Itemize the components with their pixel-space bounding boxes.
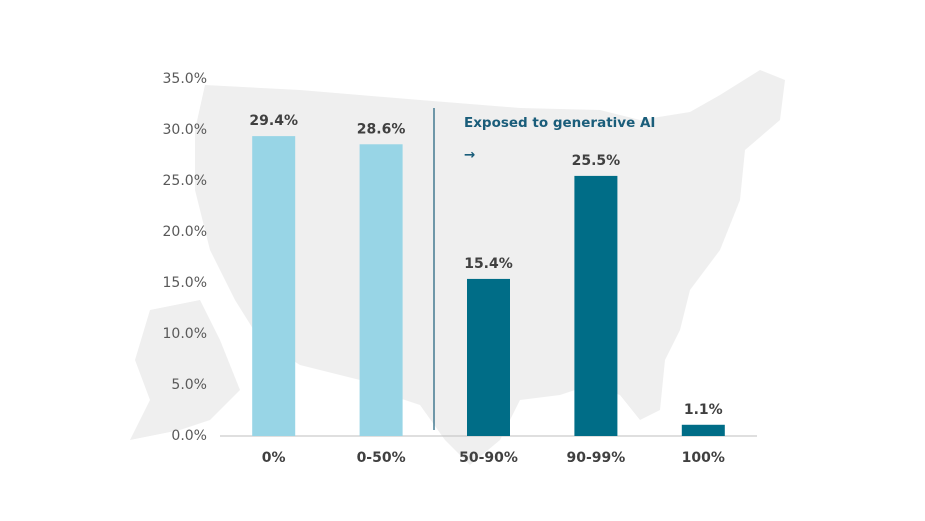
y-tick-label: 0.0%	[171, 428, 207, 444]
value-label: 1.1%	[684, 402, 723, 418]
y-tick-label: 10.0%	[163, 326, 207, 342]
x-tick-label: 0%	[262, 450, 286, 466]
y-tick-label: 35.0%	[163, 71, 207, 87]
y-tick-label: 25.0%	[163, 173, 207, 189]
annotation: Exposed to generative AI	[464, 115, 655, 131]
x-tick-label: 0-50%	[357, 450, 406, 466]
bar	[681, 424, 725, 436]
annotation-arrow: →	[464, 147, 475, 163]
y-tick-label: 15.0%	[163, 275, 207, 291]
y-tick-label: 5.0%	[171, 377, 207, 393]
x-tick-label: 90-99%	[566, 450, 625, 466]
y-tick-label: 20.0%	[163, 224, 207, 240]
bar	[359, 144, 403, 436]
bar	[252, 136, 296, 436]
value-label: 29.4%	[249, 113, 298, 129]
value-label: 28.6%	[357, 121, 406, 137]
x-tick-label: 100%	[682, 450, 725, 466]
bar	[467, 278, 510, 436]
y-tick-label: 30.0%	[163, 122, 207, 138]
value-label: 15.4%	[464, 256, 513, 272]
value-label: 25.5%	[572, 153, 621, 169]
x-tick-label: 50-90%	[459, 450, 518, 466]
bar	[574, 175, 618, 436]
